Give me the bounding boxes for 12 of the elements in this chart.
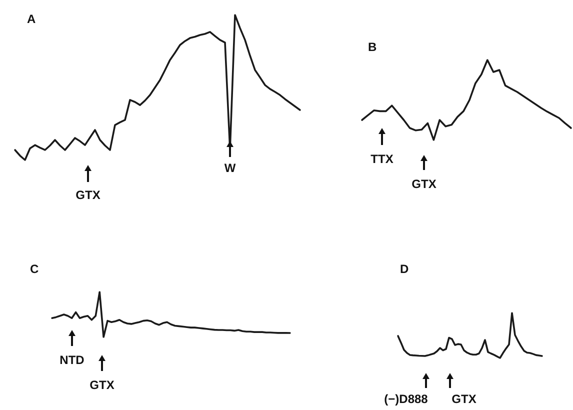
chart-title: B: [368, 40, 377, 54]
text: (−)D888: [384, 392, 428, 406]
chart-title: A: [27, 12, 36, 26]
text: GTX: [412, 177, 436, 191]
text: GTX: [452, 392, 476, 406]
chart-title: C: [30, 262, 39, 276]
text: NTD: [60, 353, 84, 367]
text: GTX: [76, 188, 100, 202]
text: TTX: [370, 152, 394, 166]
text: W: [224, 161, 236, 175]
chart-title: D: [400, 262, 409, 276]
text: GTX: [90, 378, 114, 392]
